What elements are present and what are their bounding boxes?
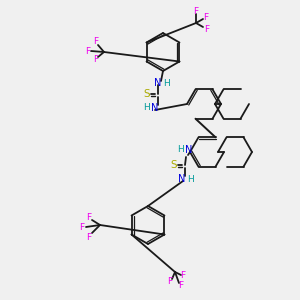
Text: H: H	[144, 103, 150, 112]
Text: H: H	[178, 146, 184, 154]
Text: H: H	[187, 175, 194, 184]
Text: F: F	[203, 13, 208, 22]
Text: F: F	[178, 281, 184, 290]
Text: F: F	[86, 212, 92, 221]
Text: N: N	[178, 174, 186, 184]
Text: N: N	[154, 78, 162, 88]
Text: N: N	[185, 145, 193, 155]
Text: F: F	[167, 278, 172, 286]
Text: F: F	[85, 46, 91, 56]
Text: S: S	[171, 160, 177, 170]
Text: F: F	[86, 232, 92, 242]
Text: F: F	[80, 223, 85, 232]
Text: F: F	[194, 7, 199, 16]
Text: F: F	[180, 271, 186, 280]
Text: S: S	[144, 89, 150, 99]
Text: F: F	[93, 56, 99, 64]
Text: N: N	[151, 103, 159, 113]
Text: F: F	[204, 25, 210, 34]
Text: F: F	[93, 38, 99, 46]
Text: H: H	[163, 79, 170, 88]
